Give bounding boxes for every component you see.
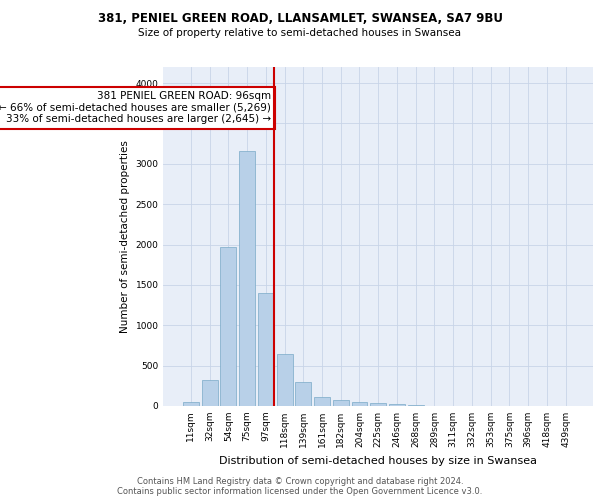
Bar: [202, 380, 218, 406]
Text: 381 PENIEL GREEN ROAD: 96sqm
← 66% of semi-detached houses are smaller (5,269)
3: 381 PENIEL GREEN ROAD: 96sqm ← 66% of se…: [0, 91, 271, 124]
Text: 381, PENIEL GREEN ROAD, LLANSAMLET, SWANSEA, SA7 9BU: 381, PENIEL GREEN ROAD, LLANSAMLET, SWAN…: [97, 12, 503, 26]
Bar: [370, 403, 386, 406]
Y-axis label: Number of semi-detached properties: Number of semi-detached properties: [120, 140, 130, 333]
X-axis label: Distribution of semi-detached houses by size in Swansea: Distribution of semi-detached houses by …: [219, 456, 537, 466]
Bar: [220, 247, 236, 406]
Bar: [352, 402, 367, 406]
Bar: [295, 382, 311, 406]
Bar: [258, 293, 274, 406]
Bar: [333, 400, 349, 406]
Text: Contains HM Land Registry data © Crown copyright and database right 2024.: Contains HM Land Registry data © Crown c…: [137, 477, 463, 486]
Text: Contains public sector information licensed under the Open Government Licence v3: Contains public sector information licen…: [118, 487, 482, 496]
Text: Size of property relative to semi-detached houses in Swansea: Size of property relative to semi-detach…: [139, 28, 461, 38]
Bar: [389, 404, 405, 406]
Bar: [277, 354, 293, 406]
Bar: [239, 151, 255, 406]
Bar: [314, 397, 330, 406]
Bar: [183, 402, 199, 406]
Bar: [408, 405, 424, 406]
